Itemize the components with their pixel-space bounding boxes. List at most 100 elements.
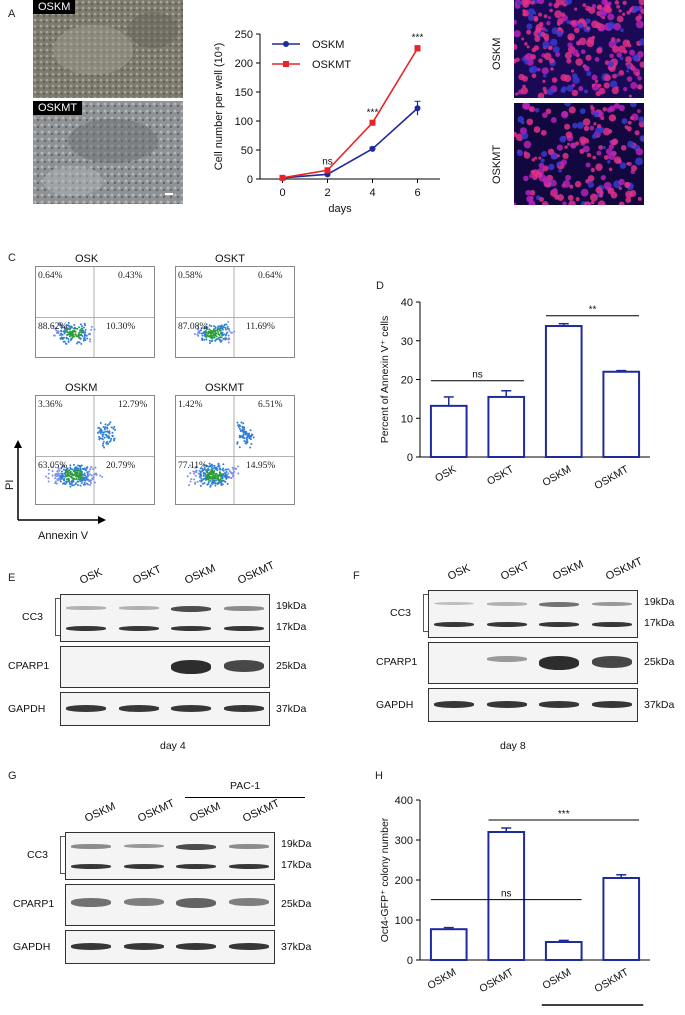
- cell-nucleus: [526, 23, 533, 30]
- band-gapdh: [71, 943, 112, 950]
- flow-event: [231, 466, 234, 469]
- flow-event: [214, 327, 217, 330]
- flow-event: [218, 334, 221, 337]
- flow-event: [83, 476, 86, 479]
- flow-event: [79, 484, 82, 487]
- cell-nucleus: [628, 94, 632, 98]
- flow-event: [90, 466, 93, 469]
- flow-event: [92, 476, 95, 479]
- cell-nucleus: [562, 152, 569, 160]
- cell-nucleus: [602, 145, 606, 150]
- flow-plot-title: OSK: [75, 253, 99, 265]
- flow-event: [68, 335, 71, 338]
- flow-event: [242, 433, 245, 436]
- cell-nucleus: [564, 123, 571, 130]
- significance-label: **: [589, 305, 597, 316]
- kda-19: 19kDa: [644, 596, 675, 608]
- cell-nucleus: [626, 162, 630, 166]
- flow-event: [69, 485, 72, 488]
- flow-scatter: [176, 267, 294, 359]
- flow-event: [208, 324, 211, 327]
- flow-event: [221, 333, 224, 336]
- cell-nucleus: [548, 2, 553, 7]
- y-tick-label: 250: [235, 29, 253, 41]
- cell-nucleus: [537, 0, 545, 5]
- cell-nucleus: [538, 58, 543, 64]
- flow-event: [67, 333, 70, 336]
- flow-event: [79, 478, 82, 481]
- flow-event: [93, 481, 96, 484]
- cell-nucleus: [595, 163, 603, 171]
- flow-event: [76, 480, 79, 483]
- cell-nucleus: [596, 4, 603, 11]
- flow-event: [67, 321, 70, 324]
- flow-event: [203, 481, 206, 484]
- flow-event: [73, 335, 76, 338]
- flow-event: [88, 470, 91, 473]
- cell-nucleus: [630, 103, 637, 108]
- band-cc3-lower: [539, 622, 580, 627]
- cell-nucleus: [529, 106, 536, 113]
- cell-nucleus: [560, 110, 569, 119]
- flow-event: [220, 474, 223, 477]
- flow-event: [60, 476, 63, 479]
- cell-nucleus: [597, 83, 602, 88]
- flow-event: [227, 341, 230, 344]
- flow-event: [98, 435, 101, 438]
- flow-event: [58, 334, 61, 337]
- cell-nucleus: [521, 75, 528, 82]
- flow-event: [87, 474, 90, 477]
- band-cc3-lower: [434, 622, 475, 627]
- flow-event: [78, 465, 81, 468]
- flow-event: [233, 330, 236, 333]
- flow-event: [205, 323, 208, 326]
- flow-event: [99, 422, 102, 425]
- flow-event: [83, 481, 86, 484]
- cell-nucleus: [618, 186, 622, 190]
- flow-event: [240, 421, 243, 424]
- flow-event: [205, 336, 208, 339]
- cell-nucleus: [582, 3, 587, 8]
- cell-nucleus: [636, 109, 641, 114]
- cell-nucleus: [542, 79, 546, 83]
- cell-nucleus: [607, 13, 615, 21]
- cell-nucleus: [552, 46, 560, 53]
- flow-event: [198, 476, 201, 479]
- cell-nucleus: [548, 57, 555, 64]
- cell-nucleus: [572, 122, 578, 129]
- flow-event: [190, 478, 193, 481]
- cell-nucleus: [588, 6, 596, 14]
- data-point: [369, 145, 376, 152]
- flow-event: [208, 462, 211, 465]
- flow-event: [82, 483, 85, 486]
- cell-nucleus: [625, 197, 632, 203]
- cell-nucleus: [577, 41, 581, 45]
- flow-event: [199, 467, 202, 470]
- quadrant-pct-ul: 1.42%: [178, 400, 203, 410]
- treatment-bracket: [185, 797, 305, 798]
- category-label: OSKM: [425, 966, 458, 992]
- micrograph-label: OSKMT: [33, 101, 83, 115]
- cell-nucleus: [613, 156, 622, 164]
- flow-event: [66, 324, 69, 327]
- band-cc3-lower: [176, 864, 217, 869]
- flow-event: [206, 470, 209, 473]
- kda-19: 19kDa: [276, 600, 307, 612]
- flow-event: [224, 338, 227, 341]
- flow-event: [84, 474, 87, 477]
- x-axis-label: days: [328, 203, 352, 215]
- flow-event: [95, 472, 98, 475]
- legend-label: OSKM: [312, 39, 344, 51]
- cell-nucleus: [586, 39, 595, 48]
- cell-nucleus: [590, 200, 595, 205]
- flow-event: [211, 475, 214, 478]
- quadrant-pct-ul: 0.58%: [178, 271, 203, 281]
- cc3-bracket: [423, 594, 428, 632]
- lane-label: OSKMT: [603, 555, 645, 583]
- cell-nucleus: [635, 20, 644, 29]
- flow-event: [238, 446, 241, 449]
- cell-nucleus: [621, 118, 628, 125]
- cell-nucleus: [595, 186, 603, 194]
- flow-event: [198, 479, 201, 482]
- flow-event: [90, 474, 93, 477]
